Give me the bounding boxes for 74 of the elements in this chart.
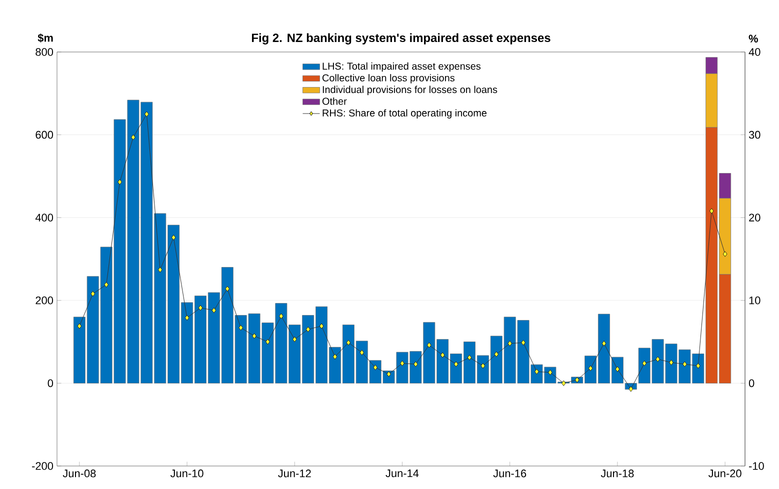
point — [548, 370, 552, 376]
y-tick-label: 400 — [35, 214, 54, 222]
point — [171, 234, 176, 240]
point — [588, 366, 593, 372]
x-tick-label: Jun-10 — [170, 470, 204, 478]
x-tick-label: Jun-08 — [62, 470, 96, 478]
y2-axis-title: % — [748, 34, 758, 42]
point — [682, 361, 687, 367]
point — [615, 366, 620, 372]
point — [414, 361, 418, 367]
point — [628, 386, 634, 392]
point — [346, 340, 351, 346]
point — [562, 380, 566, 386]
x-tick-label: Jun-16 — [493, 470, 526, 478]
legend-label: LHS: Total impaired asset expenses — [322, 62, 481, 72]
legend-label: Individual provisions for losses on loans — [322, 86, 498, 96]
legend-label: RHS: Share of total operating income — [322, 109, 487, 118]
y-tick-label: -200 — [32, 462, 54, 470]
point — [656, 356, 660, 362]
x-tick-label: Jun-12 — [278, 470, 311, 478]
chart-title: Fig 2. NZ banking system's impaired asset expenses — [252, 33, 550, 44]
point — [494, 351, 499, 358]
legend-label: Collective loan loss provisions — [322, 74, 454, 84]
point — [198, 305, 203, 311]
point — [360, 350, 364, 356]
y-tick-label: 600 — [36, 130, 54, 139]
y-axis-title: $m — [38, 34, 53, 42]
point — [709, 208, 714, 214]
point — [144, 111, 149, 117]
point — [266, 339, 270, 345]
point — [212, 308, 216, 314]
point — [574, 377, 580, 383]
y2-tick-label: 0 — [748, 379, 754, 388]
y-tick-label: 0 — [48, 379, 54, 388]
legend-label: Other — [322, 97, 347, 105]
point — [521, 340, 526, 346]
point — [602, 340, 606, 346]
x-tick-label: Jun-20 — [708, 470, 742, 478]
point — [225, 286, 230, 292]
point — [426, 342, 432, 348]
point — [454, 361, 458, 367]
y2-tick-label: 40 — [748, 48, 760, 56]
y-tick-label: 200 — [36, 296, 54, 304]
point — [77, 323, 82, 329]
point — [373, 364, 378, 370]
point — [292, 336, 297, 342]
point — [534, 368, 539, 374]
point — [319, 323, 324, 329]
y2-tick-label: 10 — [749, 296, 760, 304]
point — [696, 363, 700, 369]
point — [279, 313, 284, 319]
x-tick-label: Jun-14 — [386, 470, 419, 478]
y2-tick-label: 20 — [749, 214, 760, 222]
point — [90, 290, 96, 297]
point — [306, 326, 310, 332]
x-tick-label: Jun-18 — [600, 470, 634, 478]
point — [508, 340, 512, 346]
point — [386, 371, 391, 377]
point — [722, 251, 728, 257]
point — [467, 354, 472, 360]
y2-tick-label: -10 — [749, 462, 764, 470]
point — [440, 352, 445, 358]
point — [669, 360, 674, 366]
y2-tick-label: 30 — [748, 130, 760, 139]
point — [252, 333, 256, 339]
point — [400, 360, 404, 366]
point — [118, 179, 122, 185]
point — [642, 360, 646, 366]
point — [184, 314, 190, 321]
y-tick-label: 800 — [36, 48, 54, 56]
point — [158, 266, 162, 273]
point — [332, 354, 338, 360]
point — [104, 282, 108, 288]
point — [480, 363, 486, 369]
